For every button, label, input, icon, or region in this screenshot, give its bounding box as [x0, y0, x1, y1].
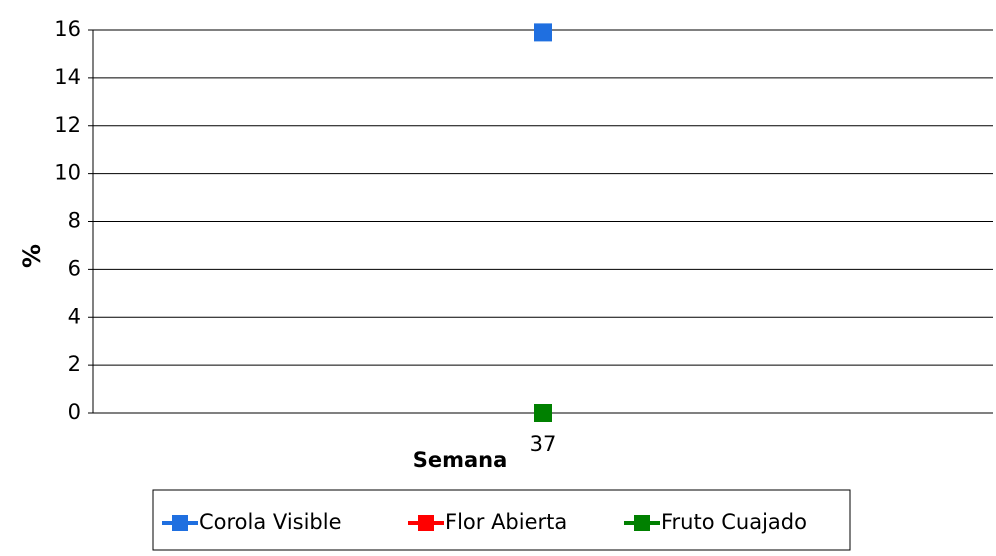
legend-label: Flor Abierta	[445, 510, 567, 534]
legend-label: Corola Visible	[199, 510, 342, 534]
legend-box	[152, 489, 851, 551]
legend-label: Fruto Cuajado	[661, 510, 807, 534]
y-axis-label: %	[18, 244, 46, 268]
y-tick-label: 10	[54, 161, 81, 185]
y-tick-label: 14	[54, 65, 81, 89]
legend-marker	[172, 515, 188, 531]
x-tick-label: 37	[530, 432, 557, 456]
y-tick-label: 16	[54, 17, 81, 41]
y-tick-label: 8	[68, 209, 81, 233]
legend-marker	[634, 515, 650, 531]
marker	[534, 404, 552, 422]
y-tick-label: 2	[68, 352, 81, 376]
marker	[534, 23, 552, 42]
y-tick-label: 4	[68, 304, 81, 328]
x-axis-label: Semana	[413, 448, 508, 472]
y-tick-label: 12	[54, 113, 81, 137]
legend-marker	[418, 515, 434, 531]
y-tick-label: 0	[68, 400, 81, 424]
y-tick-label: 6	[68, 256, 81, 280]
